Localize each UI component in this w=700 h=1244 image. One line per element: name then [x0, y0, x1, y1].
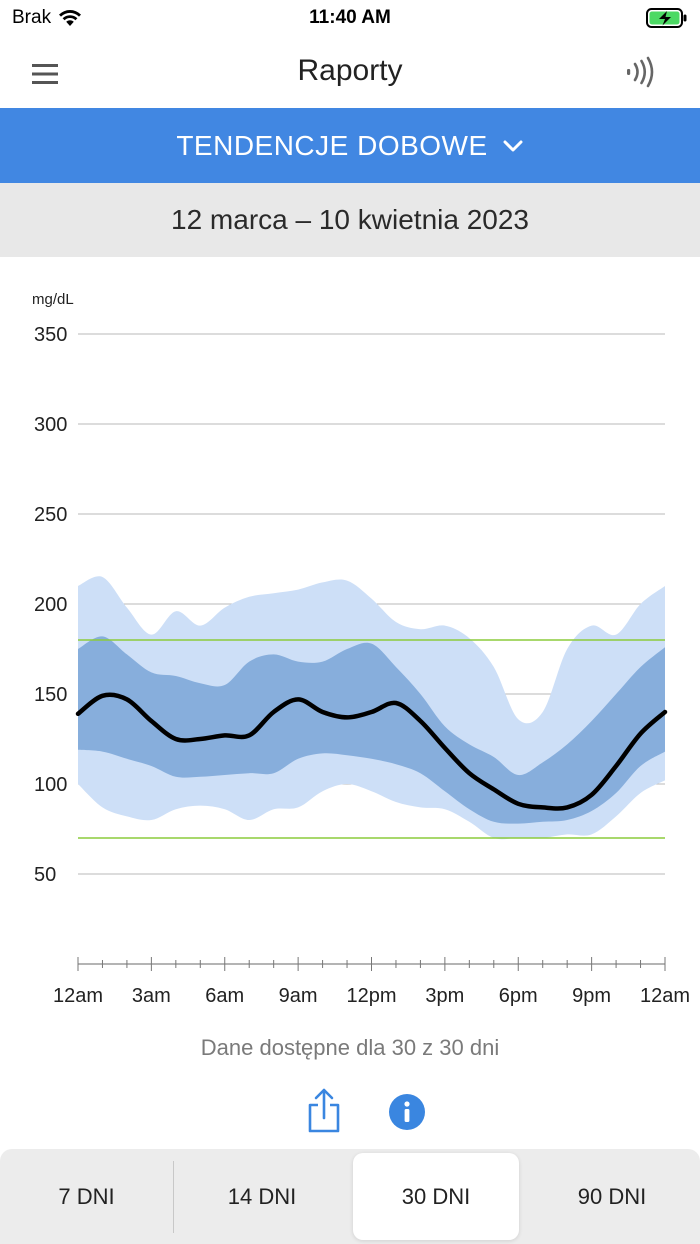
chevron-down-icon [503, 140, 523, 151]
x-tick-label: 9am [279, 985, 318, 1007]
tab-14-days[interactable]: 14 DNI [227, 1183, 297, 1209]
report-type-label: TENDENCJE DOBOWE [176, 129, 488, 161]
median-line [75, 692, 668, 811]
y-tick-label: 300 [34, 414, 67, 436]
share-icon[interactable] [306, 1088, 342, 1134]
period-segmented-control: 7 DNI 14 DNI 30 DNI 90 DNI [0, 1149, 700, 1244]
date-range-label: 12 marca – 10 kwietnia 2023 [171, 204, 529, 235]
data-availability-text: Dane dostępne dla 30 z 30 dni [200, 1035, 500, 1060]
y-tick-label: 350 [34, 324, 67, 346]
scan-sensor-icon[interactable] [626, 56, 660, 88]
info-icon[interactable] [388, 1093, 426, 1131]
y-axis-unit-label: mg/dL [32, 291, 74, 308]
page-title: Raporty [297, 54, 403, 87]
navigation-bar: Raporty [0, 36, 700, 108]
y-tick-label: 150 [34, 684, 67, 706]
x-tick-label: 6pm [499, 985, 538, 1007]
y-tick-label: 250 [34, 504, 67, 526]
battery-charging-icon [646, 7, 688, 34]
y-tick-label: 200 [34, 594, 67, 616]
tab-90-days[interactable]: 90 DNI [577, 1183, 647, 1209]
report-type-dropdown[interactable]: TENDENCJE DOBOWE [0, 108, 700, 183]
y-tick-label: 50 [34, 864, 56, 886]
x-tick-label: 3pm [425, 985, 464, 1007]
x-tick-label: 12am [53, 985, 103, 1007]
tab-7-days[interactable]: 7 DNI [58, 1183, 115, 1209]
x-tick-label: 12pm [346, 985, 396, 1007]
tab-30-days[interactable]: 30 DNI [353, 1153, 519, 1240]
hamburger-menu-icon[interactable] [28, 60, 64, 88]
carrier-indicator: Brak [12, 7, 83, 29]
x-tick-label: 3am [132, 985, 171, 1007]
y-tick-label: 100 [34, 774, 67, 796]
percentile-25-75-band [78, 636, 665, 824]
daily-patterns-chart: mg/dL 50 100 150 200 250 300 350 12am 3am 6am 9am… [32, 291, 690, 1007]
status-bar: Brak 11:40 AM [0, 0, 700, 36]
clock: 11:40 AM [309, 7, 391, 28]
tab-divider [173, 1161, 174, 1233]
date-range-bar: 12 marca – 10 kwietnia 2023 [0, 183, 700, 257]
x-tick-label: 12am [640, 985, 690, 1007]
x-tick-label: 9pm [572, 985, 611, 1007]
x-tick-label: 6am [205, 985, 244, 1007]
carrier-label: Brak [12, 7, 52, 28]
wifi-icon [59, 10, 82, 26]
